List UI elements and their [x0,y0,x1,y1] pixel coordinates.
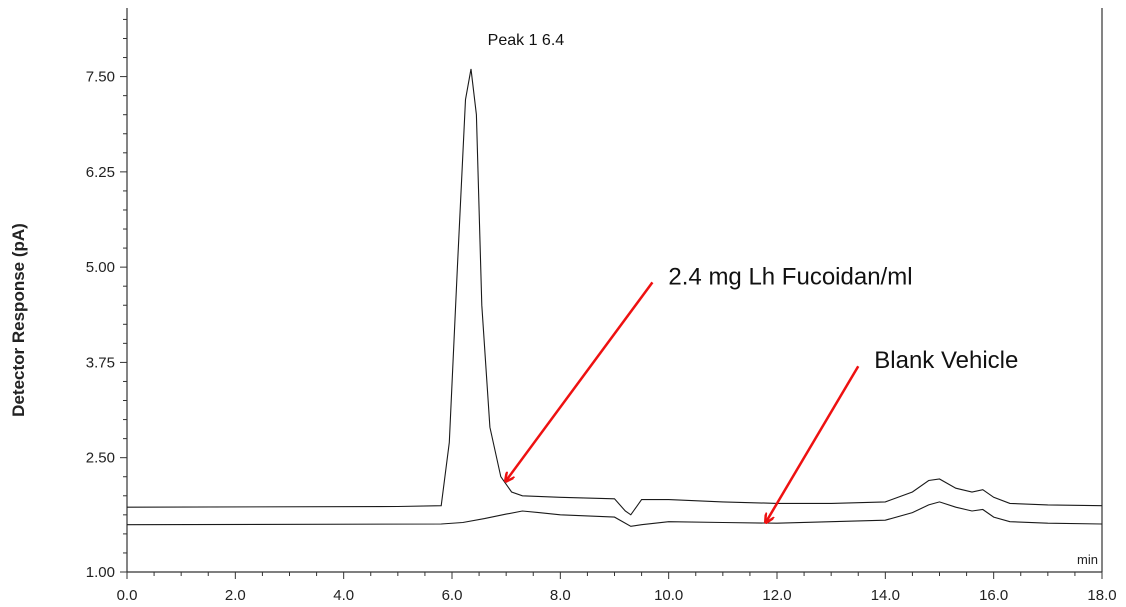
x-tick-label: 12.0 [762,587,791,604]
x-tick-label: 6.0 [442,587,463,604]
y-tick-label: 6.25 [86,164,115,181]
axes: 1.00 2.50 3.75 5.00 6.25 7.50 0.0 2.0 4.0 6.0 8.0 1… [9,8,1117,604]
y-tick-label: 1.00 [86,564,115,581]
annotation-arrow-2 [766,365,860,521]
x-tick-label: 8.0 [550,587,571,604]
annotations: Peak 1 6.4 2.4 mg Lh Fucoidan/ml Blank Veh… [488,32,1018,522]
y-axis-title: Detector Response (pA) [9,223,28,417]
x-tick-label: 10.0 [654,587,683,604]
annotation-label-1: 2.4 mg Lh Fucoidan/ml [668,263,912,290]
x-tick-label: 0.0 [117,587,138,604]
x-tick-label: 14.0 [871,587,900,604]
traces [126,68,1103,527]
x-tick-label: 16.0 [979,587,1008,604]
y-tick-label: 7.50 [86,69,115,86]
trace-series-2 [126,501,1103,527]
x-tick-label: 2.0 [225,587,246,604]
y-tick-label: 3.75 [86,354,115,371]
x-tick-label: 4.0 [333,587,354,604]
y-tick-label: 5.00 [86,259,115,276]
annotation-label-2: Blank Vehicle [874,347,1018,374]
x-tick-label: 18.0 [1087,587,1116,604]
annotation-arrow-1 [506,281,654,480]
y-tick-label: 2.50 [86,450,115,467]
peak-label: Peak 1 6.4 [488,32,565,49]
x-unit-label: min [1077,552,1098,567]
trace-series-1 [126,68,1103,516]
